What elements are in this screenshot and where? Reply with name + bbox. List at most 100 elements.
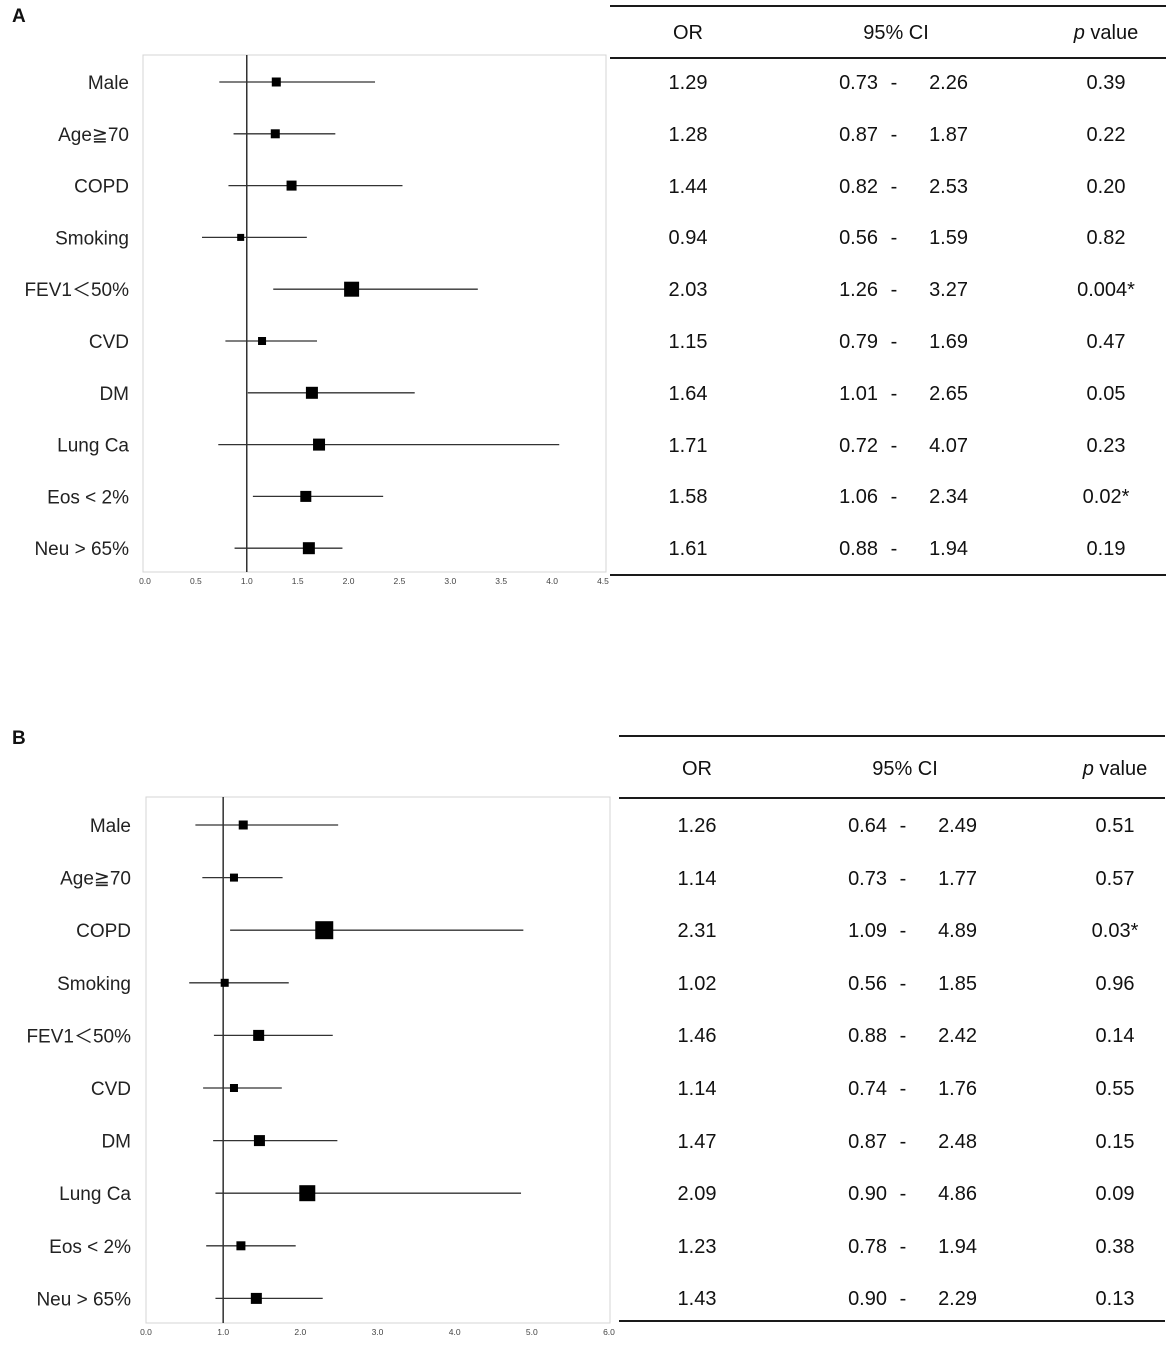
or-value: 1.64 [668,382,708,405]
ci-upper: 4.86 [938,1183,977,1206]
ci-lower: 0.78 [848,1235,887,1258]
ci-upper: 1.94 [929,538,968,561]
x-tick-label: 4.0 [546,576,558,586]
row-label: Male [88,73,129,94]
header-ci: 95% CI [872,758,938,780]
p-value: 0.47 [1086,331,1126,353]
p-value: 0.23 [1086,434,1126,457]
ci-dash: - [890,279,898,302]
p-value: 0.19 [1086,538,1126,561]
or-marker [302,542,315,555]
header-p-rest: value [1084,22,1139,44]
ci-lower: 0.82 [839,175,878,198]
p-value: 0.02* [1082,486,1130,509]
ci-upper: 2.26 [929,72,968,94]
or-value: 2.09 [677,1183,717,1206]
or-value: 1.46 [677,1025,717,1048]
ci-dash: - [899,1288,907,1311]
or-value: 1.43 [677,1288,717,1311]
header-p-value: p value [1055,758,1170,781]
ci-lower: 0.56 [839,227,878,250]
x-tick-label: 3.0 [444,576,456,586]
or-value: 1.15 [668,331,708,353]
ci-dash: - [899,1235,907,1258]
or-marker [313,438,326,451]
ci-lower: 0.79 [839,331,878,353]
table-bottom-rule [619,1320,1165,1322]
ci-upper: 3.27 [929,279,968,302]
ci-dash: - [899,920,907,943]
or-value: 1.71 [668,434,708,457]
ci-lower: 1.09 [848,920,887,943]
ci-upper: 4.89 [938,920,977,943]
x-tick-label: 2.5 [394,576,406,586]
ci-upper: 1.94 [938,1235,977,1258]
ci-upper: 2.42 [938,1025,977,1048]
header-p-italic: p [1082,758,1094,780]
x-tick-label: 4.5 [597,576,609,586]
ci-dash: - [899,815,907,837]
row-label: Age≧70 [58,125,129,146]
p-value: 0.15 [1095,1130,1135,1153]
table-bottom-rule [610,574,1166,576]
panel-a-label: A [12,6,26,27]
or-value: 2.03 [668,279,708,302]
table-header-rule [619,797,1165,799]
header-p-italic: p [1073,22,1085,44]
x-tick-label: 3.5 [495,576,507,586]
row-label: Eos < 2% [47,487,129,508]
header-or: OR [673,22,703,44]
ci-dash: - [899,1078,907,1100]
or-marker [300,490,312,502]
or-value: 2.31 [677,920,717,943]
header-or: OR [682,758,712,780]
ci-dash: - [899,972,907,995]
header-ci: 95% CI [863,22,929,44]
x-tick-label: 0.0 [139,576,151,586]
ci-dash: - [890,72,898,94]
table-header-rule [610,57,1166,59]
or-value: 1.28 [668,123,708,146]
or-value: 1.58 [668,486,708,509]
ci-lower: 0.74 [848,1078,887,1100]
p-value: 0.20 [1086,175,1126,198]
ci-lower: 0.73 [848,867,887,890]
ci-dash: - [890,227,898,250]
or-value: 1.26 [677,815,717,837]
p-value: 0.51 [1095,815,1135,837]
ci-lower: 0.56 [848,972,887,995]
ci-upper: 1.69 [929,331,968,353]
ci-dash: - [890,538,898,561]
or-value: 1.23 [677,1235,717,1258]
row-label: CVD [89,332,129,353]
plot-frame [142,54,607,573]
or-marker [344,281,360,297]
or-marker [258,337,267,345]
or-value: 1.14 [677,867,717,890]
p-value: 0.57 [1095,867,1135,890]
ci-dash: - [890,331,898,353]
x-tick-label: 2.0 [343,576,355,586]
ci-upper: 2.65 [929,382,968,405]
table-top-rule [619,735,1165,737]
ci-lower: 1.01 [839,382,878,405]
row-label: FEV1＜50% [24,280,129,301]
or-value: 1.44 [668,175,708,198]
p-value: 0.14 [1095,1025,1135,1048]
or-marker [270,129,280,139]
ci-dash: - [890,123,898,146]
row-label: COPD [74,177,129,198]
ci-dash: - [890,434,898,457]
or-value: 1.02 [677,972,717,995]
ci-lower: 0.87 [848,1130,887,1153]
or-marker [286,180,297,191]
ci-upper: 1.76 [938,1078,977,1100]
p-value: 0.38 [1095,1235,1135,1258]
ci-lower: 1.26 [839,279,878,302]
ci-upper: 2.48 [938,1130,977,1153]
ci-dash: - [899,1183,907,1206]
ci-lower: 0.90 [848,1183,887,1206]
x-tick-label: 1.0 [241,576,253,586]
ci-dash: - [899,867,907,890]
